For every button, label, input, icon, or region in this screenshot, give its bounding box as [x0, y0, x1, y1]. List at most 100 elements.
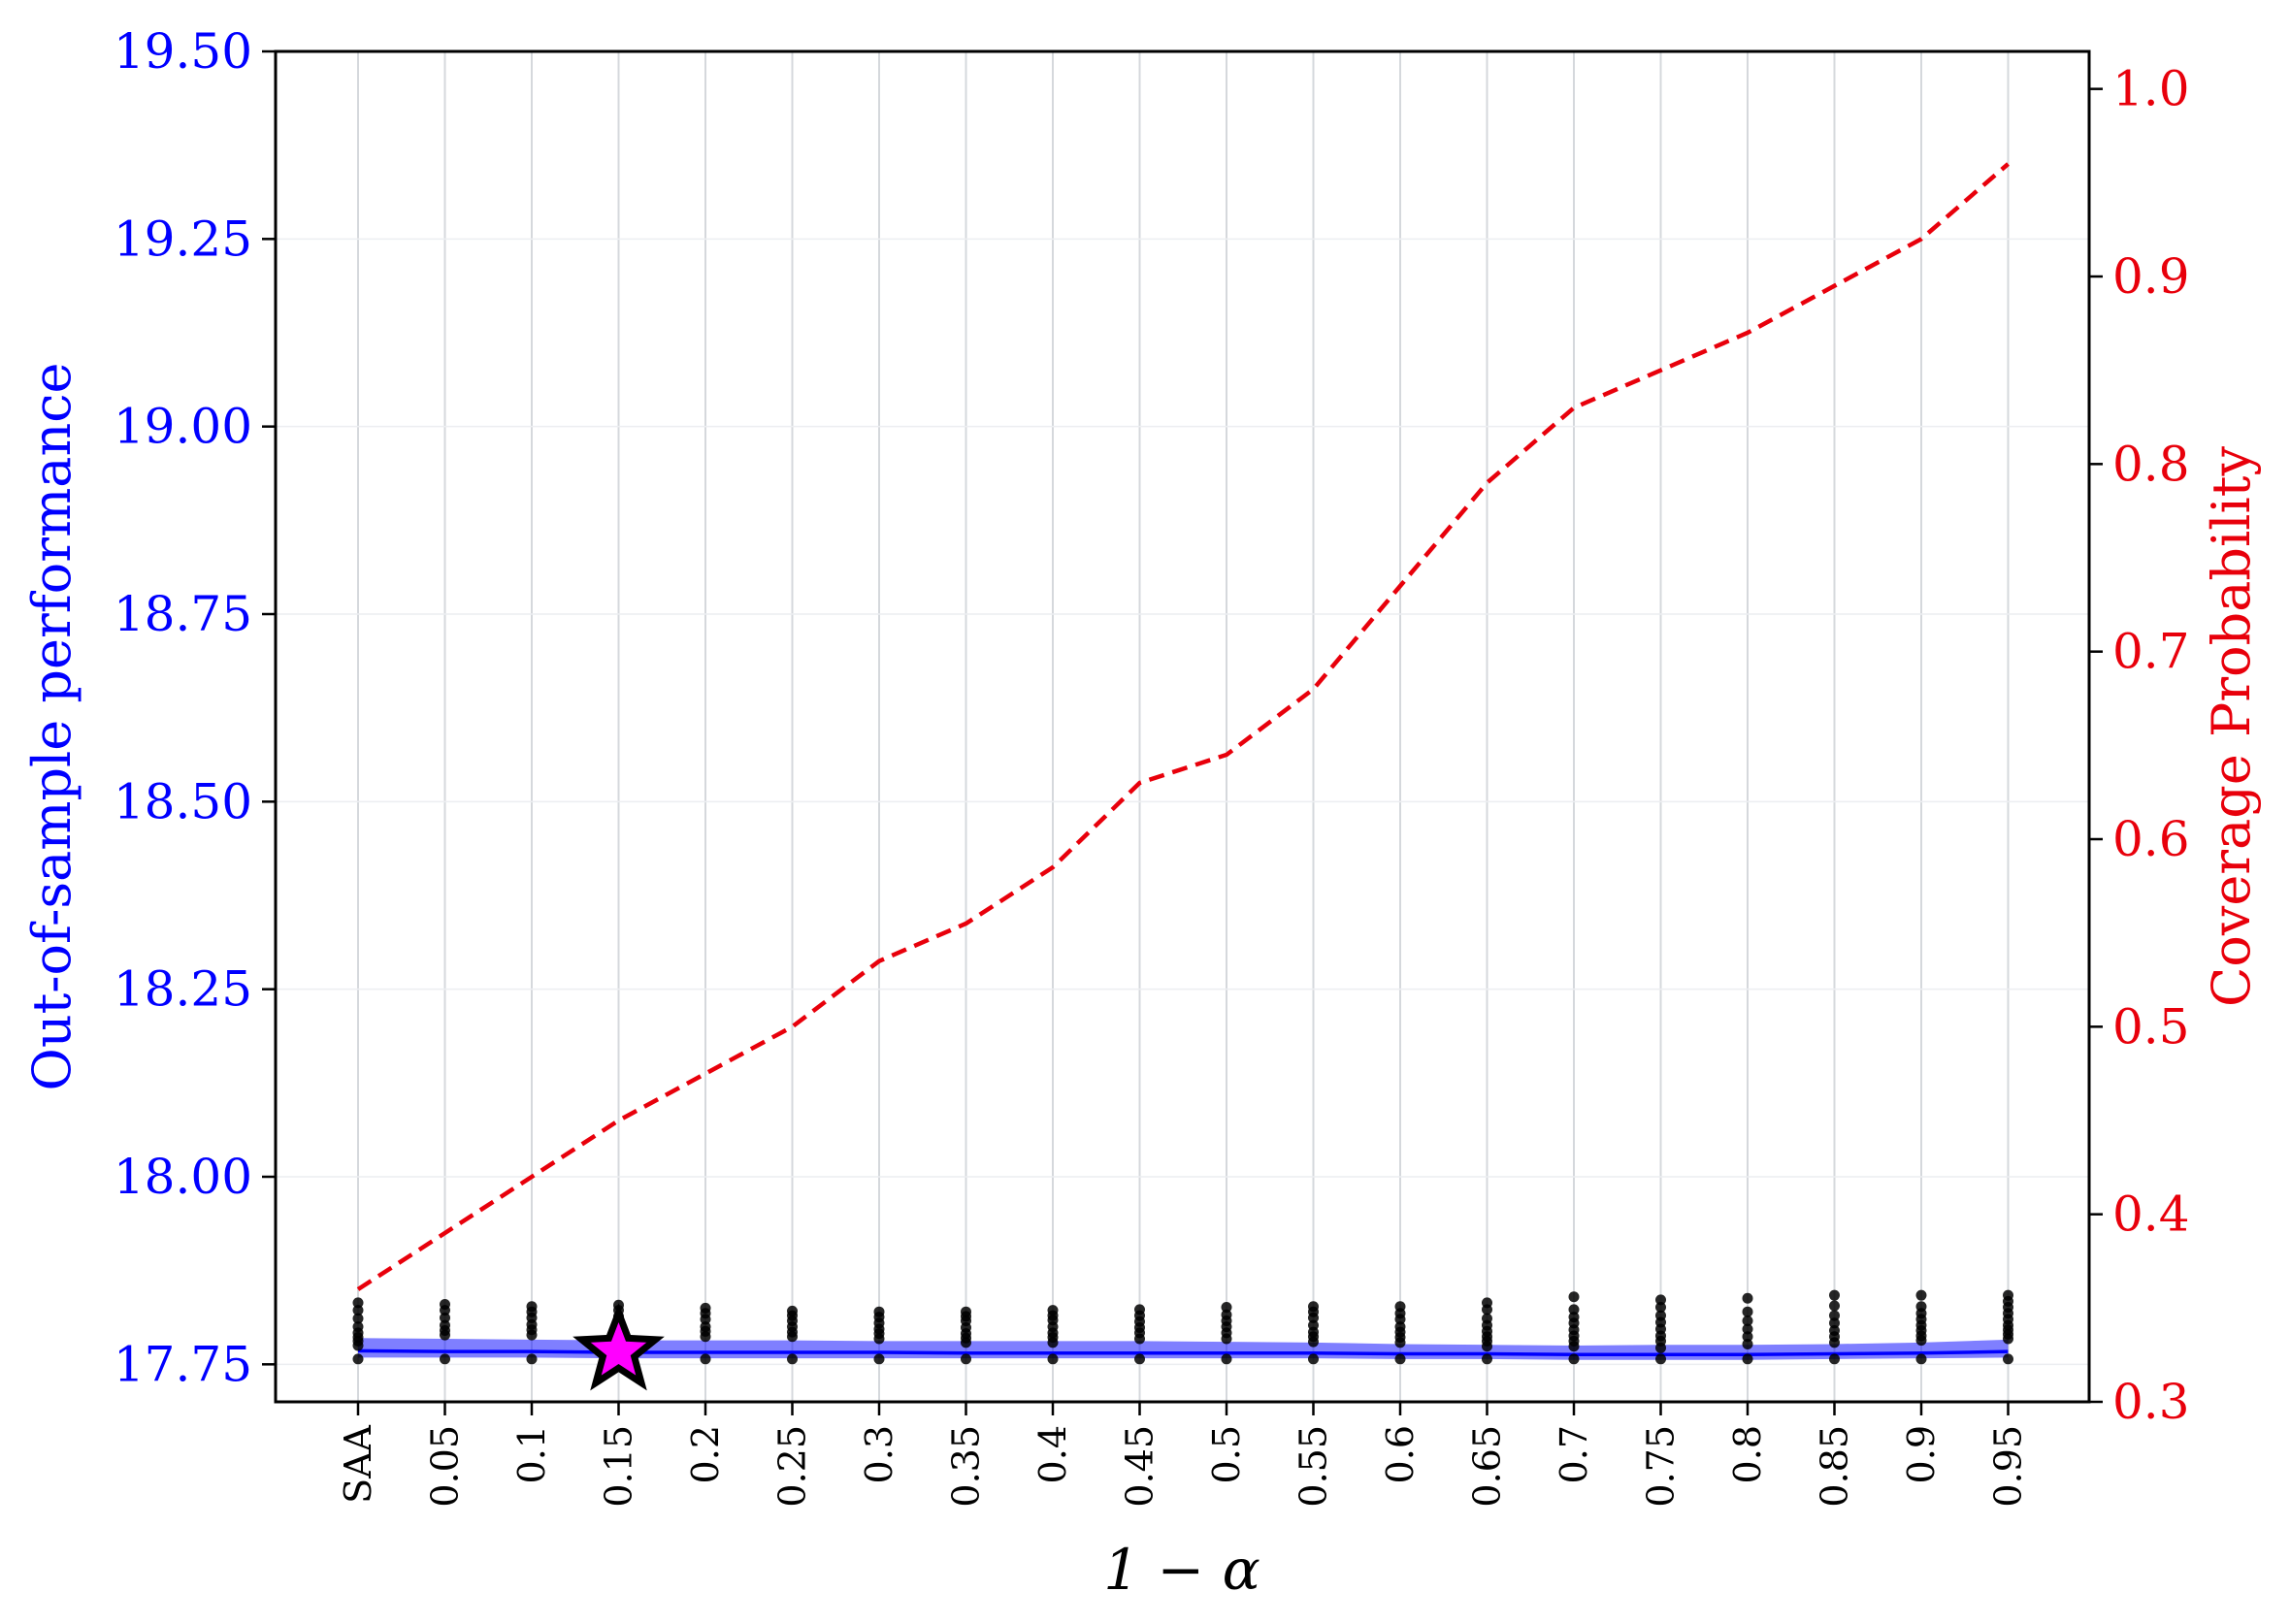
scatter-point — [961, 1353, 971, 1365]
x-tick-label: 0.65 — [1466, 1425, 1509, 1508]
scatter-point — [1221, 1309, 1232, 1320]
scatter-point — [1742, 1292, 1753, 1304]
scatter-point — [1829, 1317, 1840, 1329]
scatter-point — [1568, 1312, 1580, 1323]
scatter-point — [1047, 1305, 1059, 1316]
scatter-point — [1308, 1353, 1319, 1365]
x-tick-label: 0.35 — [945, 1425, 988, 1508]
scatter-point — [1134, 1353, 1145, 1365]
scatter-point — [1742, 1315, 1753, 1326]
scatter-point — [1655, 1294, 1666, 1306]
scatter-point — [1221, 1353, 1232, 1365]
y-tick-label: 19.25 — [114, 211, 252, 267]
x-tick-label: 0.25 — [771, 1425, 814, 1508]
scatter-point — [873, 1353, 885, 1365]
x-axis-ticks: SAA 0.05 0.1 0.15 0.2 0.25 0.3 0.35 0.4 0.45 0.5 0.… — [337, 1402, 2030, 1508]
scatter-point — [526, 1353, 538, 1365]
grid — [276, 50, 2089, 1402]
star-marker-layer — [572, 1303, 665, 1391]
scatter-point — [1655, 1302, 1666, 1314]
scatter-point — [1394, 1321, 1406, 1333]
scatter-point — [700, 1302, 711, 1314]
x-tick-label: 0.3 — [858, 1425, 900, 1483]
scatter-point — [1742, 1306, 1753, 1317]
scatter-point — [1655, 1310, 1666, 1321]
y-tick-label: 17.75 — [114, 1336, 252, 1392]
x-tick-label: 0.1 — [510, 1425, 553, 1483]
scatter-point — [1134, 1304, 1145, 1315]
scatter-point — [1915, 1289, 1927, 1301]
y2-axis-label: Coverage Probability — [2201, 446, 2262, 1007]
scatter-point — [873, 1306, 885, 1317]
scatter-point — [1047, 1353, 1059, 1365]
scatter-point — [961, 1306, 971, 1317]
scatter-point — [1742, 1323, 1753, 1335]
y-tick-label: 19.50 — [114, 23, 252, 80]
scatter-point — [700, 1321, 711, 1333]
x-tick-label: 0.4 — [1031, 1425, 1074, 1483]
right-axis-ticks: 0.3 0.4 0.5 0.6 0.7 0.8 0.9 1.0 — [2089, 61, 2190, 1430]
y2-tick-label: 0.4 — [2112, 1186, 2190, 1243]
x-tick-label: 0.5 — [1205, 1425, 1248, 1483]
y2-tick-label: 0.3 — [2112, 1374, 2190, 1430]
y2-tick-label: 0.8 — [2112, 436, 2190, 492]
y2-tick-label: 0.6 — [2112, 811, 2190, 867]
y-tick-label: 18.00 — [114, 1149, 252, 1205]
y-tick-label: 18.25 — [114, 961, 252, 1018]
x-tick-label: 0.9 — [1900, 1425, 1943, 1483]
scatter-point — [352, 1297, 364, 1309]
x-tick-label: 0.85 — [1814, 1425, 1856, 1508]
scatter-point — [1482, 1313, 1492, 1324]
coverage-series — [356, 162, 2010, 1291]
scatter-point — [1568, 1304, 1580, 1315]
scatter-point — [1742, 1353, 1753, 1365]
scatter-point — [1915, 1353, 1927, 1365]
x-tick-label: 0.15 — [598, 1425, 640, 1508]
scatter-point — [1655, 1353, 1666, 1365]
x-tick-label: 0.95 — [1987, 1425, 2030, 1508]
scatter-point — [1829, 1289, 1840, 1301]
x-tick-label: 0.05 — [424, 1425, 467, 1508]
scatter-point — [1568, 1353, 1580, 1365]
scatter-point — [1829, 1300, 1840, 1312]
x-tick-label: 0.6 — [1379, 1425, 1422, 1483]
scatter-point — [440, 1298, 450, 1310]
y-tick-label: 18.75 — [114, 586, 252, 642]
scatter-point — [1915, 1301, 1927, 1313]
scatter-point — [440, 1353, 450, 1365]
scatter-point — [352, 1313, 364, 1324]
x-tick-label: 0.75 — [1640, 1425, 1683, 1508]
scatter-point — [1221, 1302, 1232, 1314]
scatter-point — [1394, 1353, 1406, 1365]
scatter-point — [1742, 1338, 1753, 1349]
left-axis-ticks: 17.75 18.00 18.25 18.50 18.75 19.00 19.25 19.50 — [114, 23, 276, 1392]
scatter-point — [1308, 1319, 1319, 1331]
y-tick-label: 19.00 — [114, 399, 252, 455]
plot-frame — [274, 49, 2091, 1404]
coverage-line — [356, 162, 2010, 1291]
scatter-point — [700, 1353, 711, 1365]
x-tick-label: SAA — [337, 1424, 379, 1503]
x-tick-label: 0.8 — [1726, 1425, 1769, 1483]
scatter-point — [1829, 1325, 1840, 1337]
y2-tick-label: 0.7 — [2112, 624, 2190, 680]
scatter-point — [1482, 1353, 1492, 1365]
x-tick-label: 0.55 — [1292, 1425, 1335, 1508]
y2-tick-label: 0.5 — [2112, 998, 2190, 1055]
y2-tick-label: 1.0 — [2112, 61, 2190, 117]
scatter-point — [1829, 1310, 1840, 1321]
x-tick-label: 0.45 — [1119, 1425, 1161, 1508]
scatter-point — [2003, 1289, 2013, 1301]
scatter-point — [352, 1305, 364, 1316]
scatter-point — [787, 1353, 798, 1365]
x-tick-label: 0.7 — [1553, 1425, 1595, 1483]
scatter-point — [1482, 1297, 1492, 1309]
scatter-point — [1308, 1301, 1319, 1313]
scatter-point — [1742, 1331, 1753, 1343]
y-tick-label: 18.50 — [114, 773, 252, 829]
scatter-point — [352, 1321, 364, 1333]
scatter-point — [440, 1319, 450, 1331]
scatter-point — [440, 1312, 450, 1323]
x-axis-label: 1 − α — [1103, 1537, 1260, 1603]
